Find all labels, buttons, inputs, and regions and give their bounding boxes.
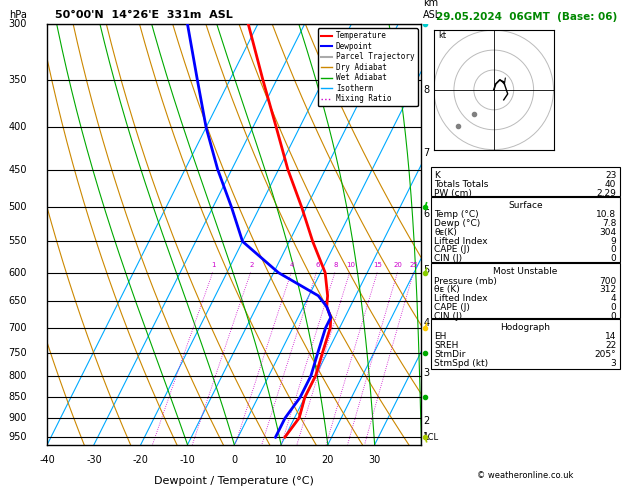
Text: 10: 10: [346, 261, 355, 267]
Text: 8: 8: [333, 261, 338, 267]
Text: 25: 25: [410, 261, 419, 267]
Text: 4: 4: [611, 294, 616, 303]
Text: Temp (°C): Temp (°C): [434, 210, 479, 220]
Text: 0: 0: [611, 303, 616, 312]
Text: 29.05.2024  06GMT  (Base: 06): 29.05.2024 06GMT (Base: 06): [436, 12, 618, 22]
Text: Pressure (mb): Pressure (mb): [434, 277, 497, 286]
Text: 0: 0: [231, 455, 237, 465]
Text: 7: 7: [423, 148, 430, 158]
Text: 950: 950: [8, 432, 26, 442]
Text: 2: 2: [249, 261, 253, 267]
Text: 10: 10: [275, 455, 287, 465]
Text: 2.29: 2.29: [596, 189, 616, 198]
Text: Most Unstable: Most Unstable: [493, 267, 557, 276]
Text: CIN (J): CIN (J): [434, 312, 462, 321]
Text: 800: 800: [8, 371, 26, 381]
Text: 7.8: 7.8: [602, 219, 616, 228]
Text: 350: 350: [8, 74, 26, 85]
Text: kt: kt: [438, 31, 446, 40]
Text: 300: 300: [8, 19, 26, 29]
Text: Totals Totals: Totals Totals: [434, 180, 488, 189]
Text: 850: 850: [8, 392, 26, 402]
Text: Dewpoint / Temperature (°C): Dewpoint / Temperature (°C): [154, 476, 314, 486]
Text: 400: 400: [8, 122, 26, 132]
Text: PW (cm): PW (cm): [434, 189, 472, 198]
Text: 700: 700: [599, 277, 616, 286]
Text: 3: 3: [423, 368, 430, 379]
Text: 3: 3: [611, 359, 616, 368]
Legend: Temperature, Dewpoint, Parcel Trajectory, Dry Adiabat, Wet Adiabat, Isotherm, Mi: Temperature, Dewpoint, Parcel Trajectory…: [318, 28, 418, 106]
Text: 0: 0: [611, 254, 616, 263]
Text: 450: 450: [8, 165, 26, 174]
Text: 500: 500: [8, 202, 26, 212]
Text: 750: 750: [8, 347, 26, 358]
Text: θᴇ (K): θᴇ (K): [434, 285, 460, 295]
Text: 20: 20: [321, 455, 334, 465]
Text: 20: 20: [394, 261, 403, 267]
Text: 15: 15: [374, 261, 382, 267]
Text: 1: 1: [423, 432, 430, 442]
Text: 30: 30: [369, 455, 381, 465]
Text: 312: 312: [599, 285, 616, 295]
Text: EH: EH: [434, 332, 447, 342]
Text: 0: 0: [611, 312, 616, 321]
Text: 205°: 205°: [595, 350, 616, 359]
Text: 40: 40: [605, 180, 616, 189]
Text: 23: 23: [605, 171, 616, 180]
Text: K: K: [434, 171, 440, 180]
Text: km
ASL: km ASL: [423, 0, 442, 20]
Text: 700: 700: [8, 323, 26, 333]
Text: 6: 6: [423, 209, 430, 219]
Text: Hodograph: Hodograph: [500, 323, 550, 332]
Text: -40: -40: [39, 455, 55, 465]
Text: 14: 14: [605, 332, 616, 342]
Text: 4: 4: [290, 261, 294, 267]
Text: 50°00'N  14°26'E  331m  ASL: 50°00'N 14°26'E 331m ASL: [55, 10, 232, 20]
Text: 1: 1: [211, 261, 216, 267]
Text: 900: 900: [8, 413, 26, 423]
Text: 10.8: 10.8: [596, 210, 616, 220]
Text: Dewp (°C): Dewp (°C): [434, 219, 481, 228]
Text: 8: 8: [423, 85, 430, 95]
Text: -20: -20: [133, 455, 148, 465]
Text: 22: 22: [605, 341, 616, 350]
Text: SREH: SREH: [434, 341, 459, 350]
Text: 5: 5: [423, 264, 430, 275]
Text: hPa: hPa: [9, 10, 26, 20]
Text: 550: 550: [8, 236, 26, 246]
Text: StmSpd (kt): StmSpd (kt): [434, 359, 488, 368]
Text: 4: 4: [423, 318, 430, 328]
Text: 650: 650: [8, 296, 26, 306]
Text: Mixing Ratio (g/kg): Mixing Ratio (g/kg): [438, 189, 448, 280]
Text: © weatheronline.co.uk: © weatheronline.co.uk: [477, 471, 574, 480]
Text: -30: -30: [86, 455, 102, 465]
Text: Lifted Index: Lifted Index: [434, 237, 487, 246]
Text: 6: 6: [315, 261, 320, 267]
Text: Surface: Surface: [508, 201, 543, 210]
Text: StmDir: StmDir: [434, 350, 465, 359]
Text: 600: 600: [8, 268, 26, 278]
Text: CIN (J): CIN (J): [434, 254, 462, 263]
Text: 9: 9: [611, 237, 616, 246]
Text: θᴇ(K): θᴇ(K): [434, 228, 457, 237]
Text: CAPE (J): CAPE (J): [434, 245, 470, 255]
Text: Lifted Index: Lifted Index: [434, 294, 487, 303]
Text: LCL: LCL: [423, 433, 438, 442]
Text: CAPE (J): CAPE (J): [434, 303, 470, 312]
Text: 2: 2: [423, 416, 430, 426]
Text: 0: 0: [611, 245, 616, 255]
Text: 304: 304: [599, 228, 616, 237]
Text: -10: -10: [180, 455, 196, 465]
